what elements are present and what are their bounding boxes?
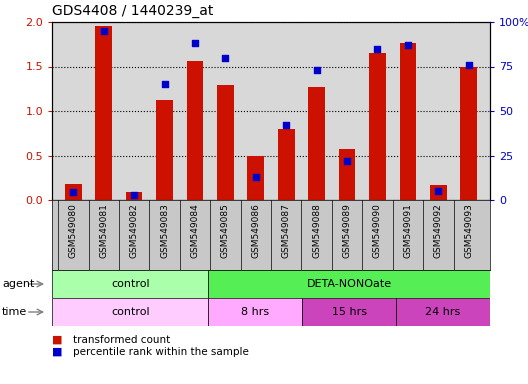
Bar: [52, 270, 209, 298]
Bar: [209, 298, 303, 326]
Point: [191, 40, 199, 46]
Bar: [278, 129, 295, 200]
Text: control: control: [111, 279, 149, 289]
Point: [403, 42, 412, 48]
Text: percentile rank within the sample: percentile rank within the sample: [73, 347, 249, 357]
Point: [99, 28, 108, 34]
Text: ■: ■: [52, 347, 62, 357]
Bar: [460, 67, 477, 200]
Bar: [338, 149, 355, 200]
Point: [161, 81, 169, 88]
Point: [282, 122, 290, 128]
Text: time: time: [2, 307, 27, 317]
Text: GSM549085: GSM549085: [221, 204, 230, 258]
Text: ■: ■: [52, 335, 62, 345]
Point: [130, 192, 138, 198]
Text: agent: agent: [2, 279, 34, 289]
Bar: [209, 270, 490, 298]
Bar: [303, 298, 396, 326]
Point: [343, 158, 351, 164]
Point: [434, 188, 442, 194]
Text: GSM549092: GSM549092: [434, 204, 443, 258]
Bar: [217, 85, 234, 200]
Text: GSM549081: GSM549081: [99, 204, 108, 258]
Text: GSM549091: GSM549091: [403, 204, 412, 258]
Point: [313, 67, 321, 73]
Point: [221, 55, 230, 61]
Text: 15 hrs: 15 hrs: [332, 307, 367, 317]
Bar: [156, 100, 173, 200]
Point: [465, 62, 473, 68]
Text: GSM549093: GSM549093: [464, 204, 473, 258]
Text: GSM549083: GSM549083: [160, 204, 169, 258]
Text: GSM549088: GSM549088: [312, 204, 321, 258]
Text: 8 hrs: 8 hrs: [241, 307, 269, 317]
Text: 24 hrs: 24 hrs: [426, 307, 461, 317]
Text: GSM549086: GSM549086: [251, 204, 260, 258]
Bar: [52, 298, 209, 326]
Bar: [308, 87, 325, 200]
Point: [373, 46, 382, 52]
Text: GDS4408 / 1440239_at: GDS4408 / 1440239_at: [52, 4, 213, 18]
Text: GSM549090: GSM549090: [373, 204, 382, 258]
Bar: [396, 298, 490, 326]
Text: control: control: [111, 307, 149, 317]
Bar: [65, 184, 82, 200]
Bar: [96, 26, 112, 200]
Bar: [369, 53, 386, 200]
Text: transformed count: transformed count: [73, 335, 171, 345]
Text: GSM549082: GSM549082: [130, 204, 139, 258]
Text: GSM549080: GSM549080: [69, 204, 78, 258]
Text: DETA-NONOate: DETA-NONOate: [307, 279, 392, 289]
Text: GSM549089: GSM549089: [343, 204, 352, 258]
Bar: [126, 192, 143, 200]
Bar: [248, 156, 264, 200]
Point: [69, 189, 78, 195]
Text: GSM549087: GSM549087: [282, 204, 291, 258]
Bar: [430, 185, 447, 200]
Bar: [400, 43, 416, 200]
Bar: [186, 61, 203, 200]
Text: GSM549084: GSM549084: [191, 204, 200, 258]
Point: [251, 174, 260, 180]
